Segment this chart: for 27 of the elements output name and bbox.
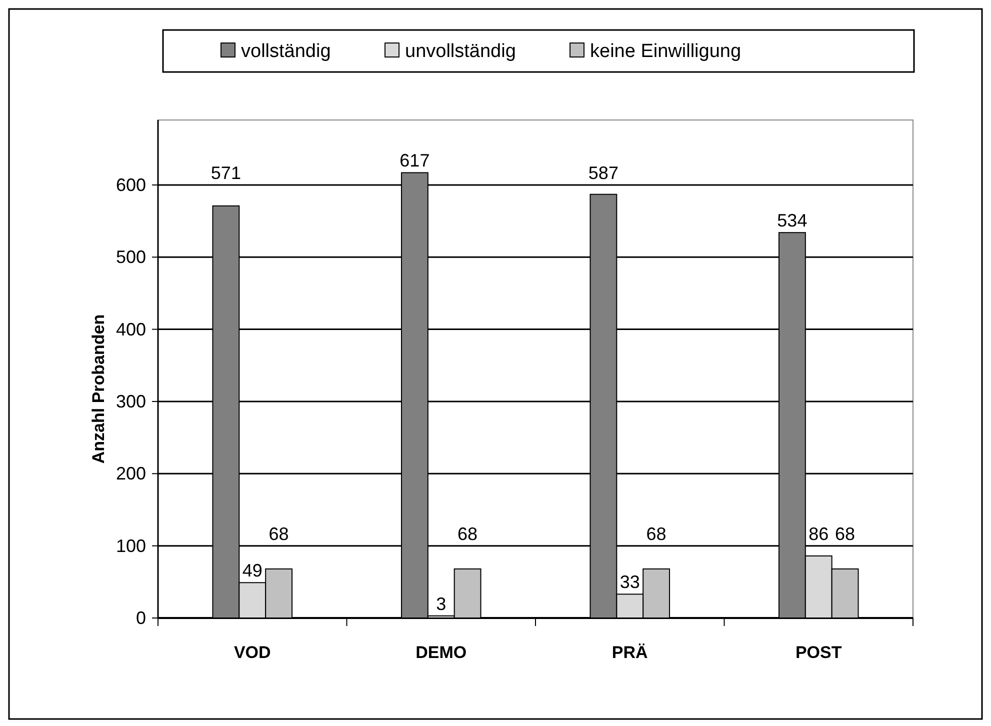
legend-label: keine Einwilligung xyxy=(590,41,742,62)
x-tick-label: POST xyxy=(795,643,842,662)
y-tick-label: 600 xyxy=(116,174,146,195)
data-label: 68 xyxy=(268,524,289,544)
y-axis-title: Anzahl Probanden xyxy=(89,314,108,464)
legend-label: unvollständig xyxy=(405,41,516,62)
y-tick-label: 500 xyxy=(116,247,146,268)
y-tick-label: 200 xyxy=(116,464,146,484)
y-tick-label: 300 xyxy=(116,391,146,412)
data-label: 3 xyxy=(436,594,446,614)
data-label: 587 xyxy=(588,162,618,183)
y-tick-label: 100 xyxy=(116,536,146,556)
data-label: 68 xyxy=(458,524,478,544)
y-tick-label: 0 xyxy=(136,608,146,628)
y-tick-label: 400 xyxy=(116,319,146,340)
data-label: 68 xyxy=(835,524,856,544)
data-label: 68 xyxy=(646,524,666,544)
data-label: 617 xyxy=(400,150,430,171)
data-label: 33 xyxy=(620,572,640,592)
data-label: 534 xyxy=(777,210,808,231)
data-label: 86 xyxy=(808,524,829,544)
data-label: 49 xyxy=(242,560,262,581)
x-tick-label: PRÄ xyxy=(612,643,648,662)
legend-label: vollständig xyxy=(241,41,331,62)
data-label: 571 xyxy=(210,162,241,183)
x-tick-label: VOD xyxy=(234,643,271,662)
x-tick-label: DEMO xyxy=(416,643,467,662)
